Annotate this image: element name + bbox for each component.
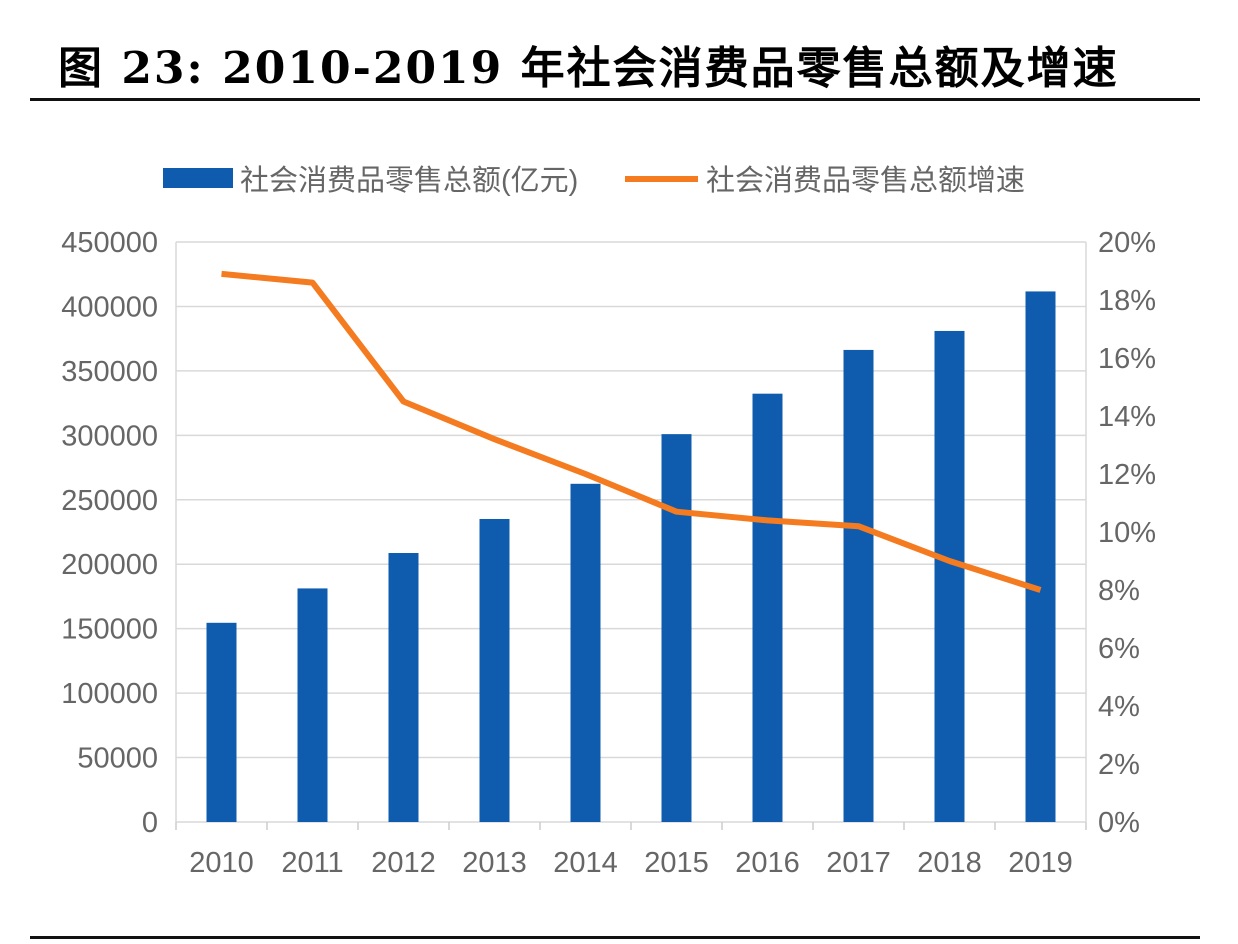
bar-2010 xyxy=(206,622,237,822)
y-left-tick-label: 250000 xyxy=(61,485,158,517)
y-left-tick-label: 350000 xyxy=(61,356,158,388)
bar-2011 xyxy=(297,588,328,822)
bar-2012 xyxy=(388,553,419,822)
x-tick-label: 2010 xyxy=(189,847,254,879)
y-left-tick-label: 100000 xyxy=(61,678,158,710)
bar-2017 xyxy=(843,349,874,822)
y-left-tick-label: 200000 xyxy=(61,549,158,581)
y-left-tick-label: 400000 xyxy=(61,291,158,323)
bar-2019 xyxy=(1025,291,1056,822)
y-right-tick-label: 10% xyxy=(1098,517,1156,549)
y-right-tick-label: 18% xyxy=(1098,285,1156,317)
x-tick-label: 2011 xyxy=(281,847,343,879)
x-tick-label: 2019 xyxy=(1008,847,1073,879)
y-left-tick-label: 450000 xyxy=(61,227,158,259)
y-right-tick-label: 12% xyxy=(1098,459,1156,491)
y-right-tick-label: 2% xyxy=(1098,749,1140,781)
chart-title: 图 23: 2010-2019 年社会消费品零售总额及增速 xyxy=(58,43,1119,94)
x-tick-label: 2014 xyxy=(553,847,618,879)
bar-2015 xyxy=(661,434,692,822)
y-right-tick-label: 4% xyxy=(1098,691,1140,723)
growth-line xyxy=(221,270,1042,593)
title-rule xyxy=(30,98,1200,101)
y-left-tick-label: 150000 xyxy=(61,614,158,646)
bar-2013 xyxy=(479,518,510,822)
legend-swatch-bar xyxy=(163,168,233,188)
x-tick-label: 2018 xyxy=(917,847,982,879)
y-left-tick-label: 300000 xyxy=(61,420,158,452)
y-left-tick-label: 50000 xyxy=(77,743,158,775)
y-right-tick-label: 14% xyxy=(1098,401,1156,433)
x-tick-label: 2012 xyxy=(371,847,436,879)
x-tick-label: 2017 xyxy=(826,847,891,879)
legend-label-line: 社会消费品零售总额增速 xyxy=(706,164,1025,197)
bottom-rule xyxy=(30,936,1200,939)
x-tick-label: 2015 xyxy=(644,847,709,879)
bar-2016 xyxy=(752,393,783,822)
y-right-tick-label: 8% xyxy=(1098,575,1140,607)
bar-2018 xyxy=(934,330,965,822)
y-right-tick-label: 0% xyxy=(1098,807,1140,839)
legend-label-bar: 社会消费品零售总额(亿元) xyxy=(240,164,578,197)
y-right-tick-label: 20% xyxy=(1098,227,1156,259)
y-left-tick-label: 0 xyxy=(142,807,158,839)
y-right-tick-label: 6% xyxy=(1098,633,1140,665)
x-tick-label: 2013 xyxy=(462,847,527,879)
y-right-tick-label: 16% xyxy=(1098,343,1156,375)
bar-2014 xyxy=(570,483,601,822)
x-tick-label: 2016 xyxy=(735,847,800,879)
